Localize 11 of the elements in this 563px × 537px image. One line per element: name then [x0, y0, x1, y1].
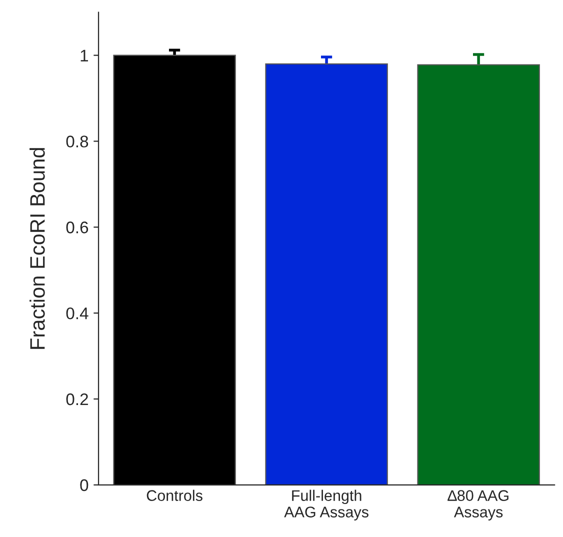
- y-tick-label: 1: [80, 50, 88, 62]
- y-tick-label: 0: [80, 479, 88, 492]
- y-axis-title: Fraction EcoRI Bound: [30, 148, 45, 349]
- x-tick-label: ∆80 AAG Assays: [448, 490, 508, 520]
- y-tick-label: 0.6: [66, 222, 88, 234]
- y-tick-label: 0.2: [66, 393, 88, 406]
- y-tick-label: 0.8: [66, 136, 88, 148]
- y-tick-label: 0.4: [66, 307, 88, 320]
- bar: [113, 54, 236, 485]
- x-tick-label: Controls: [146, 490, 202, 501]
- x-tick-label: Full-length AAG Assays: [284, 490, 368, 520]
